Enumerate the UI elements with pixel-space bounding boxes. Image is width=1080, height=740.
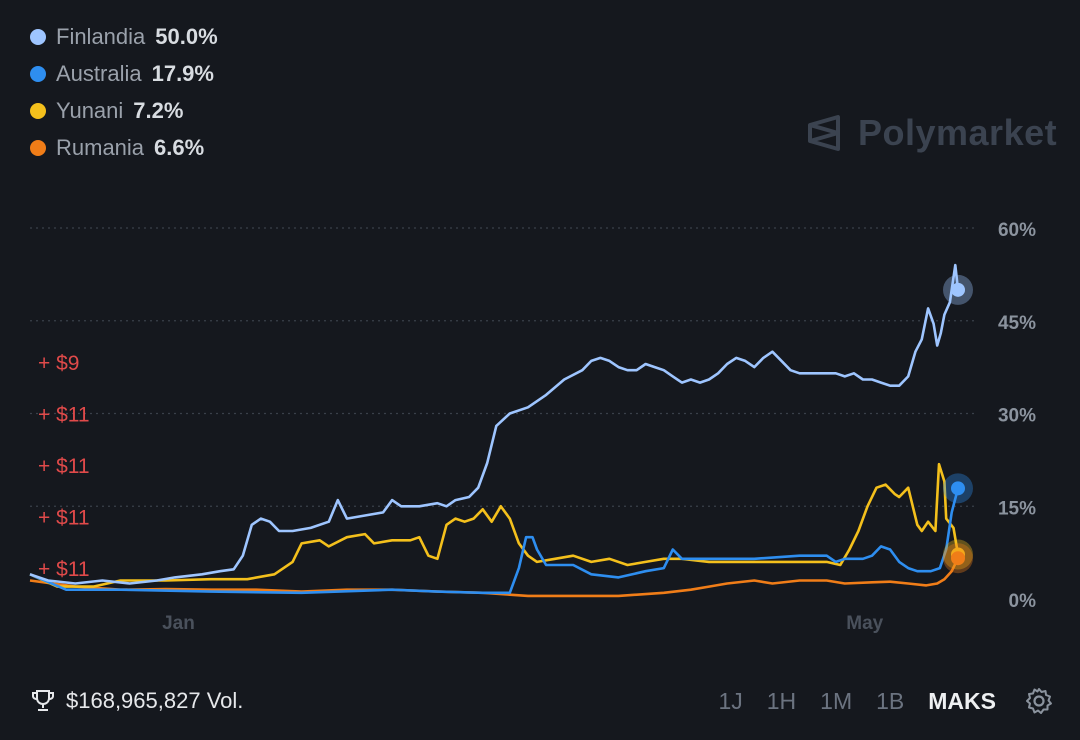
range-button-1m[interactable]: 1M <box>820 687 853 714</box>
series-line-finlandia <box>29 263 960 585</box>
series-endpoint <box>951 481 965 496</box>
legend-value: 6.6% <box>154 134 205 160</box>
polymarket-logo-icon <box>808 115 840 151</box>
series-line-rumania <box>29 557 960 598</box>
settings-gear-icon[interactable] <box>1024 686 1054 716</box>
trade-label: + $11 <box>38 558 90 581</box>
legend-item: Australia 17.9% <box>30 55 218 92</box>
volume-info: $168,965,827 Vol. <box>30 688 243 714</box>
trade-label: + $11 <box>38 404 90 427</box>
y-tick-label: 60% <box>998 220 1036 241</box>
volume-text: $168,965,827 Vol. <box>66 688 244 713</box>
legend-dot <box>30 102 46 119</box>
trophy-icon <box>32 690 54 711</box>
series-endpoint <box>951 551 965 566</box>
legend-name: Finlandia <box>56 23 146 49</box>
chart: 60% 45% 30% 15% 0% Jan May + $9 + $11 + $11 + $11 +… <box>29 220 1037 634</box>
legend-dot <box>30 139 46 156</box>
range-button-1h[interactable]: 1H <box>766 687 797 714</box>
legend-name: Yunani <box>56 97 124 123</box>
trade-label: + $11 <box>38 507 90 530</box>
range-button-1j[interactable]: 1J <box>718 687 743 714</box>
legend-item: Finlandia 50.0% <box>30 18 218 55</box>
x-tick-label: Jan <box>162 613 195 634</box>
legend-name: Australia <box>56 60 142 86</box>
range-button-1b[interactable]: 1B <box>876 687 905 714</box>
brand-name: Polymarket <box>858 112 1058 153</box>
legend-name: Rumania <box>56 134 145 160</box>
range-button-maks[interactable]: MAKS <box>928 687 996 714</box>
trade-label: + $11 <box>38 455 90 478</box>
brand: Polymarket <box>806 112 1057 154</box>
y-tick-label: 30% <box>998 406 1036 427</box>
series-line-yunani <box>29 462 960 588</box>
y-tick-label: 45% <box>998 313 1036 334</box>
legend: Finlandia 50.0% Australia 17.9% Yunani 7.2% Ru… <box>30 18 218 166</box>
series-endpoint <box>951 282 965 297</box>
legend-item: Rumania 6.6% <box>30 129 218 166</box>
trade-label: + $9 <box>38 352 79 375</box>
legend-value: 7.2% <box>133 97 184 123</box>
legend-dot <box>30 65 46 82</box>
y-tick-label: 15% <box>998 498 1036 519</box>
x-tick-label: May <box>846 613 883 634</box>
legend-value: 17.9% <box>151 60 214 86</box>
legend-dot <box>30 28 46 45</box>
time-range-selector: 1J 1H 1M 1B MAKS <box>694 686 1054 716</box>
legend-value: 50.0% <box>155 23 218 49</box>
y-tick-label: 0% <box>1009 591 1037 612</box>
series-line-australia <box>29 487 960 595</box>
legend-item: Yunani 7.2% <box>30 92 218 129</box>
